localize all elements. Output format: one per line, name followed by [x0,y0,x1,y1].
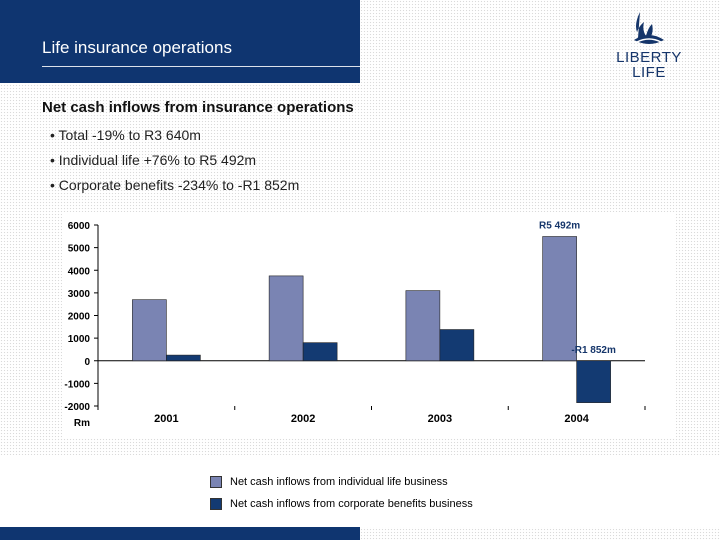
y-tick-label: 6000 [68,221,91,232]
annotation-corporate-2004: -R1 852m [571,345,616,356]
section-subtitle: Net cash inflows from insurance operatio… [42,99,354,116]
legend-item-individual: Net cash inflows from individual life bu… [210,471,473,493]
legend-swatch-individual [210,476,222,488]
legend-item-corporate: Net cash inflows from corporate benefits… [210,493,473,515]
chart-legend: Net cash inflows from individual life bu… [210,471,473,515]
y-tick-label: 1000 [68,334,91,345]
y-axis-unit-label: Rm [74,418,90,429]
legend-label-individual: Net cash inflows from individual life bu… [230,476,448,488]
bar-individual-life-2002 [268,275,304,362]
y-tick-label: 2000 [68,312,91,323]
x-tick-label: 2004 [564,413,589,425]
bar-corporate-benefits-2002 [302,342,338,362]
x-tick-label: 2002 [291,413,315,425]
y-tick-label: 5000 [68,244,91,255]
legend-label-corporate: Net cash inflows from corporate benefits… [230,498,473,510]
bullet-individual-life: • Individual life +76% to R5 492m [50,152,257,168]
x-tick-label: 2003 [428,413,452,425]
y-tick-label: 3000 [68,289,91,300]
bullet-list: • Total -19% to R3 640m • Individual lif… [50,127,299,202]
bar-individual-life-2001 [132,299,167,362]
flame-icon [634,12,664,44]
y-tick-label: -1000 [64,379,90,390]
y-tick-label: 0 [84,357,90,368]
legend-panel [0,455,720,527]
bullet-corporate-benefits: • Corporate benefits -234% to -R1 852m [50,177,300,193]
footer-bar [0,527,360,540]
logo-text-line1: LIBERTY [616,49,682,66]
liberty-life-logo: LIBERTY LIFE [604,8,694,80]
page-title: Life insurance operations [42,38,232,57]
bar-individual-life-2004 [542,236,577,362]
bar-corporate-benefits-2004 [576,360,611,403]
bar-corporate-benefits-2001 [166,354,201,362]
bar-individual-life-2003 [405,290,441,362]
legend-swatch-corporate [210,498,222,510]
y-tick-label: -2000 [64,402,90,413]
header-divider [42,66,360,67]
bullet-total: • Total -19% to R3 640m [50,127,201,143]
bar-corporate-benefits-2003 [439,329,475,362]
header-bar [0,0,360,83]
logo-text-line2: LIFE [632,64,666,81]
y-tick-label: 4000 [68,266,91,277]
x-tick-label: 2001 [154,413,178,425]
annotation-individual-2004: R5 492m [539,220,580,231]
